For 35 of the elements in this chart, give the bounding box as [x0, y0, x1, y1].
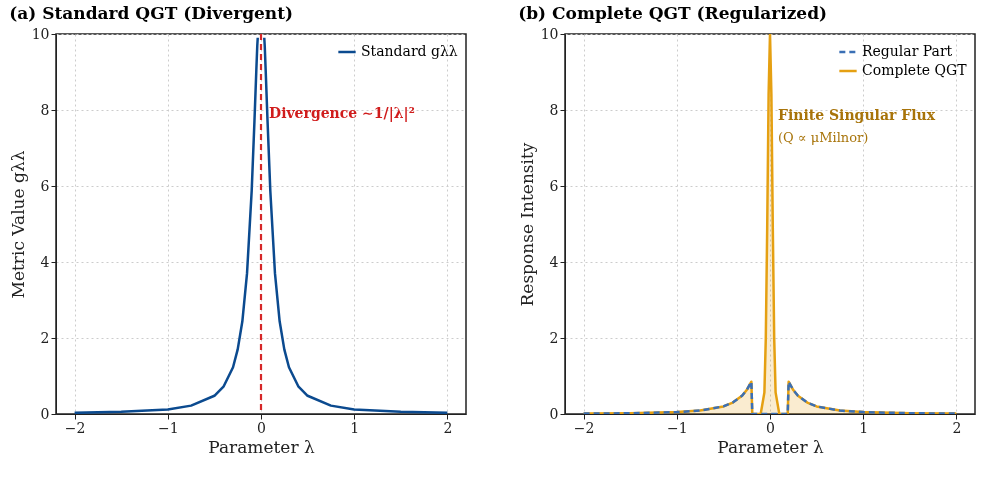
- y-tick-label: 0: [549, 405, 559, 422]
- chart-title: (b) Complete QGT (Regularized): [518, 3, 828, 23]
- y-tick-label: 10: [540, 25, 559, 42]
- y-axis-title: Response Intensity: [516, 142, 537, 307]
- y-tick-label: 2: [40, 329, 50, 346]
- annotation: Divergence ∼1/|λ|²: [269, 105, 415, 122]
- x-tick-label: −1: [667, 419, 688, 436]
- x-tick-label: 2: [952, 419, 962, 436]
- y-tick-label: 8: [549, 101, 559, 118]
- x-tick-label: 1: [859, 419, 869, 436]
- line-series: [582, 380, 958, 414]
- y-tick-label: 4: [549, 253, 559, 270]
- x-tick-label: −1: [158, 419, 179, 436]
- y-tick-label: 4: [40, 253, 50, 270]
- y-tick-label: 2: [549, 329, 559, 346]
- y-tick-label: 6: [549, 177, 559, 194]
- x-tick-label: 0: [766, 419, 775, 436]
- x-axis-title: Parameter λ: [717, 436, 824, 457]
- x-tick-label: 0: [257, 419, 266, 436]
- y-tick-label: 6: [40, 177, 50, 194]
- legend-label: Complete QGT: [862, 62, 968, 78]
- y-tick-label: 0: [40, 405, 50, 422]
- legend-label: Regular Part: [862, 43, 953, 59]
- legend-label: Standard gλλ: [361, 43, 458, 59]
- y-tick-label: 10: [31, 25, 50, 42]
- y-axis-title: Metric Value gλλ: [7, 150, 28, 299]
- x-tick-label: 1: [350, 419, 360, 436]
- annotation: (Q ∝ μMilnor): [778, 130, 869, 145]
- x-axis-title: Parameter λ: [208, 436, 315, 457]
- annotation: Finite Singular Flux: [778, 107, 936, 123]
- chart-title: (a) Standard QGT (Divergent): [9, 3, 294, 23]
- x-tick-label: 2: [443, 419, 453, 436]
- x-tick-label: −2: [64, 419, 86, 436]
- x-tick-label: −2: [573, 419, 595, 436]
- y-tick-label: 8: [40, 101, 50, 118]
